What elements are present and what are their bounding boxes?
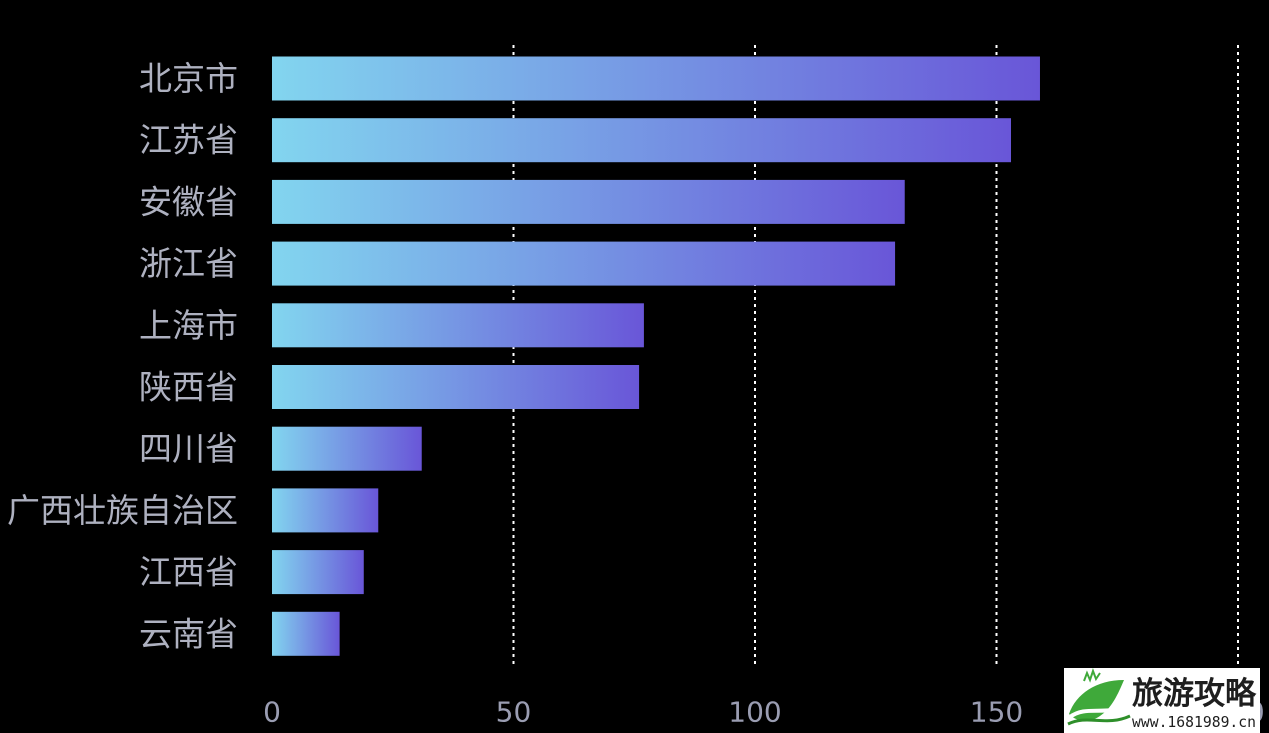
gridlines <box>512 45 1239 665</box>
category-label-3: 安徽省 <box>139 182 238 221</box>
watermark-url: www.1681989.cn <box>1132 713 1256 731</box>
watermark: 旅游攻略 www.1681989.cn <box>1064 668 1260 733</box>
bars <box>272 56 1040 656</box>
bar-9 <box>272 550 364 595</box>
category-label-7: 四川省 <box>139 429 238 468</box>
category-label-6: 陕西省 <box>139 368 238 407</box>
category-label-5: 上海市 <box>139 306 238 345</box>
x-tick-label-50: 50 <box>496 696 532 729</box>
bar-1 <box>272 56 1040 101</box>
bar-7 <box>272 426 422 471</box>
x-tick-label-150: 150 <box>970 696 1023 729</box>
category-label-8: 广西壮族自治区 <box>7 491 238 530</box>
x-tick-label-0: 0 <box>263 696 281 729</box>
category-label-1: 北京市 <box>139 59 238 98</box>
bar-2 <box>272 118 1011 163</box>
bar-4 <box>272 241 896 286</box>
bar-3 <box>272 179 905 224</box>
category-label-4: 浙江省 <box>139 244 238 283</box>
bar-10 <box>272 611 340 656</box>
category-label-9: 江西省 <box>139 553 238 592</box>
x-tick-label-100: 100 <box>728 696 781 729</box>
bar-6 <box>272 365 640 409</box>
bar-5 <box>272 303 644 348</box>
watermark-title: 旅游攻略 <box>1132 676 1257 712</box>
category-label-2: 江苏省 <box>139 121 238 160</box>
category-label-10: 云南省 <box>139 614 238 653</box>
bar-8 <box>272 488 379 533</box>
leaf-mountain-icon <box>1067 668 1131 726</box>
